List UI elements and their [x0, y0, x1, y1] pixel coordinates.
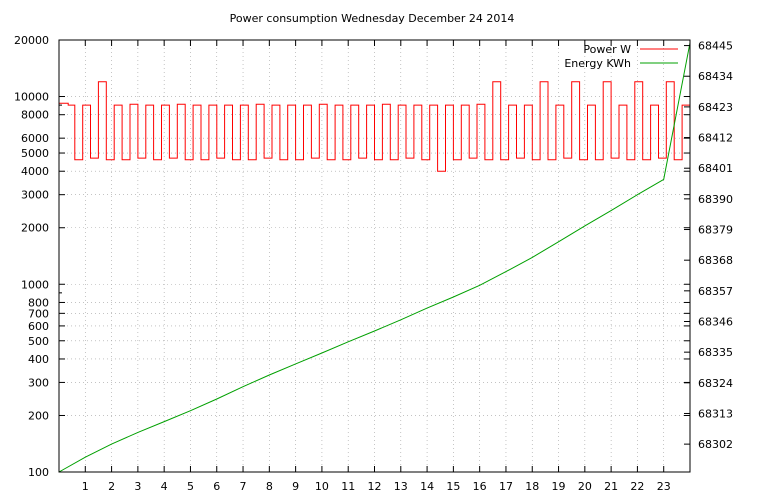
- left-tick-label: 6000: [21, 132, 49, 145]
- power-series-line: [59, 81, 691, 172]
- x-tick-label: 21: [604, 480, 618, 493]
- right-tick-label: 68412: [698, 132, 733, 145]
- left-tick-label: 300: [28, 376, 49, 389]
- x-tick-label: 1: [82, 480, 89, 493]
- right-axis: 68302 68313 68324 68335 68346 68357 68368 68379…: [684, 40, 733, 451]
- x-tick-label: 6: [213, 480, 220, 493]
- x-tick-label: 14: [420, 480, 434, 493]
- right-tick-label: 68401: [698, 162, 733, 175]
- left-tick-label: 600: [28, 320, 49, 333]
- right-tick-label: 68313: [698, 407, 733, 420]
- bottom-axis: 1 2 3 4 5 6 7 8 9 10 11 12 13 14 15 16 17 18 19 20 21 22 23: [82, 40, 671, 493]
- right-tick-label: 68434: [698, 70, 733, 83]
- legend-label-energy: Energy KWh: [564, 57, 631, 70]
- x-tick-label: 15: [446, 480, 460, 493]
- x-tick-label: 10: [315, 480, 329, 493]
- x-tick-label: 11: [341, 480, 355, 493]
- x-tick-label: 13: [394, 480, 408, 493]
- x-tick-label: 22: [630, 480, 644, 493]
- x-tick-label: 19: [552, 480, 566, 493]
- left-tick-label: 200: [28, 409, 49, 422]
- right-tick-label: 68357: [698, 285, 733, 298]
- right-tick-label: 68324: [698, 377, 733, 390]
- chart-title: Power consumption Wednesday December 24 …: [230, 12, 515, 25]
- legend: Power W Energy KWh: [564, 43, 678, 70]
- right-tick-label: 68423: [698, 101, 733, 114]
- x-tick-label: 18: [525, 480, 539, 493]
- x-tick-label: 17: [499, 480, 513, 493]
- legend-label-power: Power W: [583, 43, 631, 56]
- right-tick-label: 68379: [698, 224, 733, 237]
- left-tick-label: 500: [28, 335, 49, 348]
- x-tick-label: 20: [578, 480, 592, 493]
- x-tick-label: 4: [161, 480, 168, 493]
- x-tick-label: 23: [657, 480, 671, 493]
- x-tick-label: 2: [108, 480, 115, 493]
- left-tick-label: 8000: [21, 109, 49, 122]
- left-tick-label: 800: [28, 296, 49, 309]
- energy-series-line: [58, 42, 691, 473]
- right-tick-label: 68335: [698, 346, 733, 359]
- left-tick-label: 700: [28, 307, 49, 320]
- x-tick-label: 12: [368, 480, 382, 493]
- right-tick-label: 68302: [698, 438, 733, 451]
- right-tick-label: 68368: [698, 254, 733, 267]
- x-tick-label: 16: [473, 480, 487, 493]
- data-layer: [58, 42, 691, 473]
- left-tick-label: 10000: [14, 91, 49, 104]
- x-tick-label: 7: [240, 480, 247, 493]
- left-tick-label: 4000: [21, 165, 49, 178]
- left-tick-label: 1000: [21, 278, 49, 291]
- x-tick-label: 5: [187, 480, 194, 493]
- x-tick-label: 8: [266, 480, 273, 493]
- right-tick-label: 68346: [698, 315, 733, 328]
- left-tick-label: 2000: [21, 222, 49, 235]
- left-tick-label: 400: [28, 353, 49, 366]
- x-tick-label: 3: [134, 480, 141, 493]
- x-tick-label: 9: [292, 480, 299, 493]
- right-tick-label: 68445: [698, 40, 733, 53]
- left-tick-label: 100: [28, 466, 49, 479]
- left-tick-label: 5000: [21, 147, 49, 160]
- right-tick-label: 68390: [698, 193, 733, 206]
- left-tick-label: 20000: [14, 34, 49, 47]
- left-tick-label: 3000: [21, 189, 49, 202]
